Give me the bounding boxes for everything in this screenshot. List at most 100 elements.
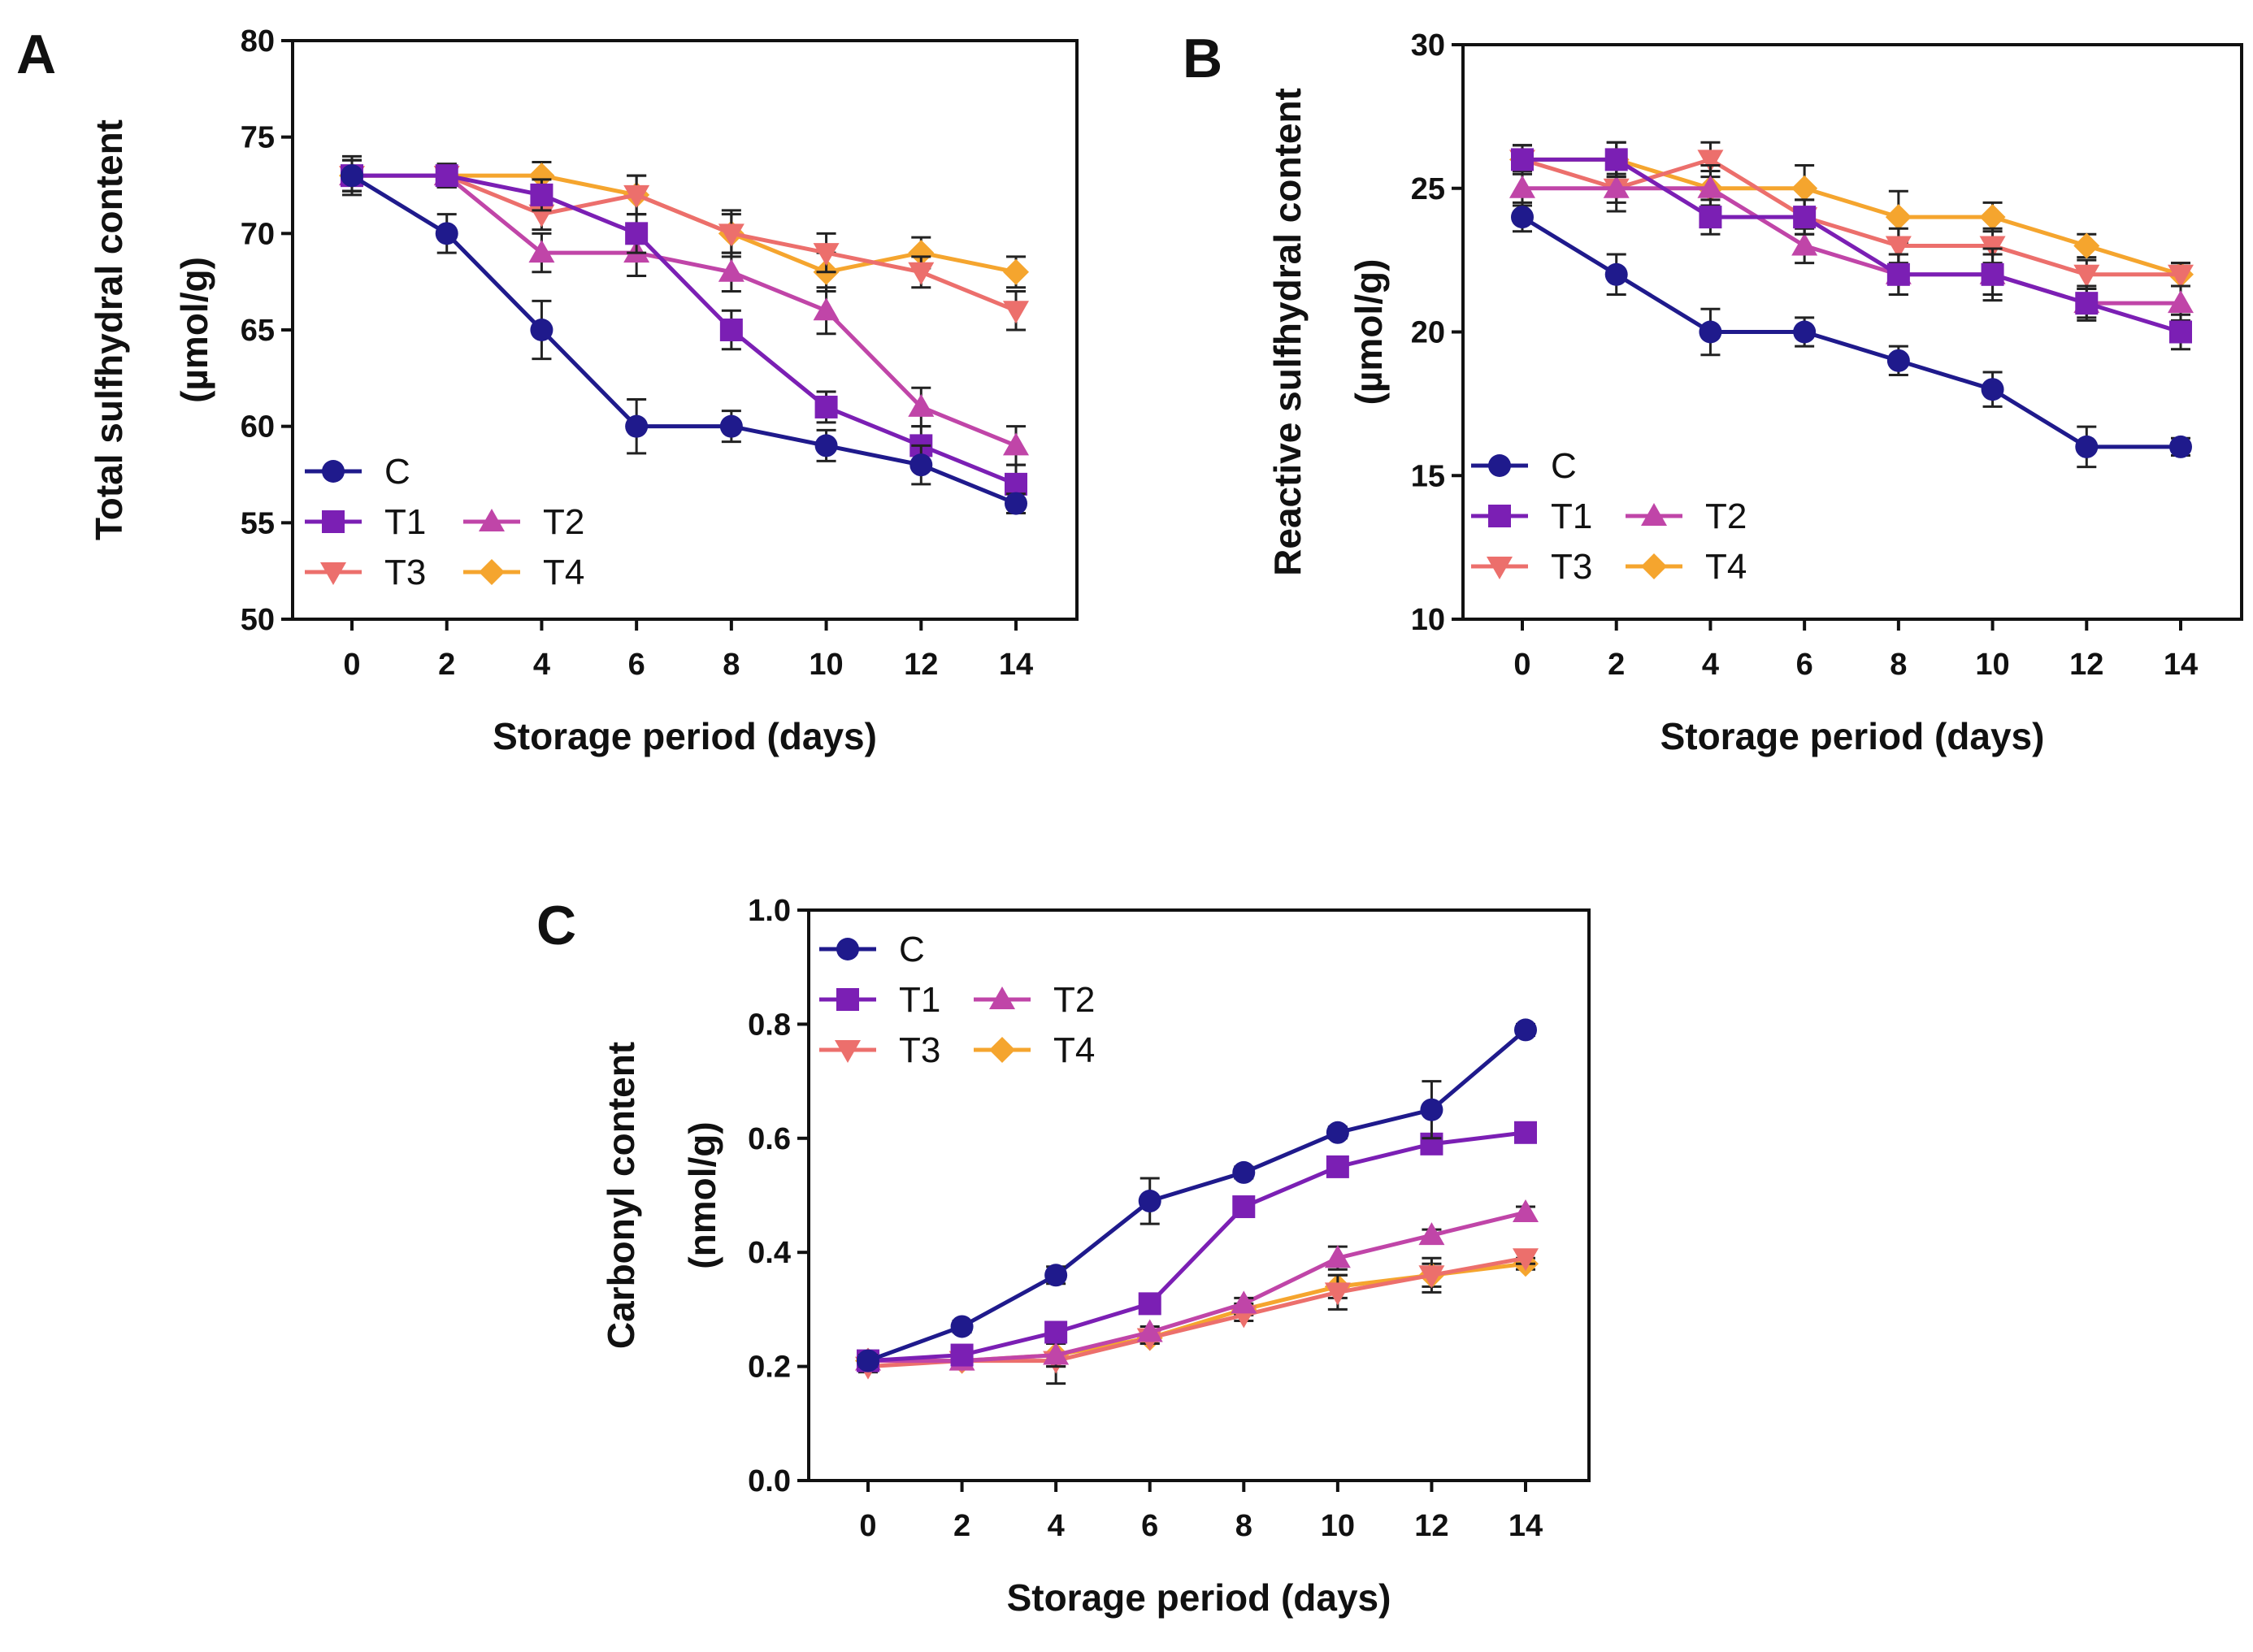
- legend-entry-c: C: [305, 452, 410, 492]
- data-point: [908, 262, 935, 285]
- x-tick-label: 0: [343, 648, 360, 682]
- data-point: [718, 223, 744, 247]
- y-tick-label: 20: [1411, 316, 1445, 350]
- data-point: [1697, 150, 1724, 173]
- legend-marker: [322, 510, 345, 533]
- data-point: [719, 319, 743, 341]
- series-t1: [1511, 141, 2192, 351]
- data-point: [1603, 175, 1630, 198]
- data-point: [813, 243, 840, 267]
- data-point: [2168, 264, 2194, 288]
- y-tick-label: 60: [241, 410, 275, 444]
- data-point: [718, 258, 744, 282]
- y-axis-title: (nmol/g): [681, 1121, 723, 1268]
- y-axis-title: Total sulfhydral content: [88, 119, 130, 540]
- legend-entry-t4: T4: [1626, 547, 1747, 587]
- legend-marker: [989, 1037, 1015, 1063]
- data-point: [530, 183, 553, 206]
- legend-entry-t3: T3: [1471, 547, 1592, 587]
- legend-entry-t1: T1: [1471, 496, 1592, 536]
- series-line: [868, 1210, 1526, 1364]
- x-tick-label: 0: [859, 1509, 876, 1543]
- data-point: [625, 414, 649, 438]
- data-point: [1514, 1121, 1537, 1144]
- data-point: [1003, 258, 1029, 285]
- legend: C T1 T2 T3 T4: [819, 930, 1095, 1070]
- x-tick-label: 4: [533, 648, 550, 682]
- data-point: [1003, 432, 1029, 456]
- data-point: [1044, 1264, 1068, 1287]
- legend-label: T4: [543, 553, 584, 592]
- x-tick-label: 12: [1414, 1509, 1448, 1543]
- y-tick-label: 10: [1411, 603, 1445, 637]
- legend-entry-c: C: [819, 930, 925, 969]
- legend-marker: [1641, 553, 1667, 579]
- series-t2: [339, 158, 1029, 466]
- legend-label: T4: [1705, 547, 1747, 587]
- data-point: [625, 222, 649, 245]
- legend-marker: [1488, 505, 1511, 527]
- y-tick-label: 75: [241, 121, 275, 155]
- y-axis-title: Reactive sulfhydral content: [1266, 88, 1309, 576]
- data-point: [1511, 148, 1534, 171]
- data-point: [341, 164, 363, 188]
- legend-marker: [836, 988, 859, 1011]
- legend-label: T3: [1551, 547, 1592, 587]
- series-line: [867, 1028, 1527, 1363]
- data-point: [530, 319, 553, 341]
- y-tick-label: 0.6: [748, 1122, 791, 1156]
- panel-a: A 50 55 60 65 70 75 80 0 2 4 6 8 10 12 14 Storage period…: [16, 24, 1079, 757]
- legend-marker: [322, 460, 345, 483]
- data-point: [1136, 1319, 1163, 1342]
- legend-label: T1: [384, 502, 426, 542]
- x-tick-label: 6: [1796, 648, 1813, 682]
- legend-entry-t1: T1: [305, 502, 426, 542]
- data-point: [719, 414, 743, 438]
- legend-marker: [835, 1040, 861, 1063]
- data-point: [2073, 232, 2100, 259]
- data-point: [814, 434, 838, 457]
- series-line: [352, 173, 1017, 313]
- y-tick-label: 65: [241, 314, 275, 348]
- data-point: [2075, 435, 2099, 458]
- data-point: [2073, 264, 2100, 288]
- y-tick-label: 70: [241, 217, 275, 251]
- y-axis-title: (µmol/g): [1348, 259, 1390, 405]
- data-point: [1513, 1199, 1539, 1223]
- legend-label: T4: [1053, 1030, 1095, 1070]
- data-point: [1044, 1320, 1068, 1344]
- panel-c: C 0.0 0.2 0.4 0.6 0.8 1.0 0 2 4 6 8 10 12 14 Storage pe…: [536, 894, 1591, 1619]
- series-line: [352, 173, 1017, 487]
- data-point: [1604, 262, 1628, 286]
- data-point: [1138, 1190, 1161, 1213]
- x-axis-title: Storage period (days): [1660, 715, 2045, 757]
- x-tick-label: 10: [1975, 648, 2009, 682]
- x-tick-label: 10: [809, 648, 843, 682]
- data-point: [2075, 292, 2099, 315]
- legend-label: C: [899, 930, 925, 969]
- data-point: [1326, 1121, 1349, 1144]
- y-tick-label: 0.2: [748, 1351, 791, 1385]
- y-tick-label: 30: [1411, 28, 1445, 63]
- data-point: [1418, 1222, 1445, 1246]
- y-tick-label: 0.0: [748, 1464, 791, 1498]
- data-point: [1003, 301, 1029, 324]
- data-point: [528, 240, 555, 263]
- data-point: [909, 453, 933, 477]
- x-tick-label: 4: [1048, 1509, 1065, 1543]
- data-point: [1509, 175, 1535, 198]
- data-point: [1699, 206, 1722, 229]
- data-point: [1005, 472, 1027, 496]
- x-tick-label: 8: [1890, 648, 1907, 682]
- data-point: [814, 395, 838, 418]
- series-line: [1522, 157, 2181, 277]
- y-axis-title: (µmol/g): [173, 257, 215, 403]
- data-point: [1793, 206, 1817, 229]
- data-point: [950, 1315, 974, 1338]
- y-tick-label: 25: [1411, 172, 1445, 206]
- data-point: [1979, 204, 2006, 231]
- data-point: [2168, 290, 2194, 314]
- y-tick-label: 1.0: [748, 894, 791, 928]
- data-point: [623, 184, 650, 208]
- series-line: [867, 1130, 1526, 1364]
